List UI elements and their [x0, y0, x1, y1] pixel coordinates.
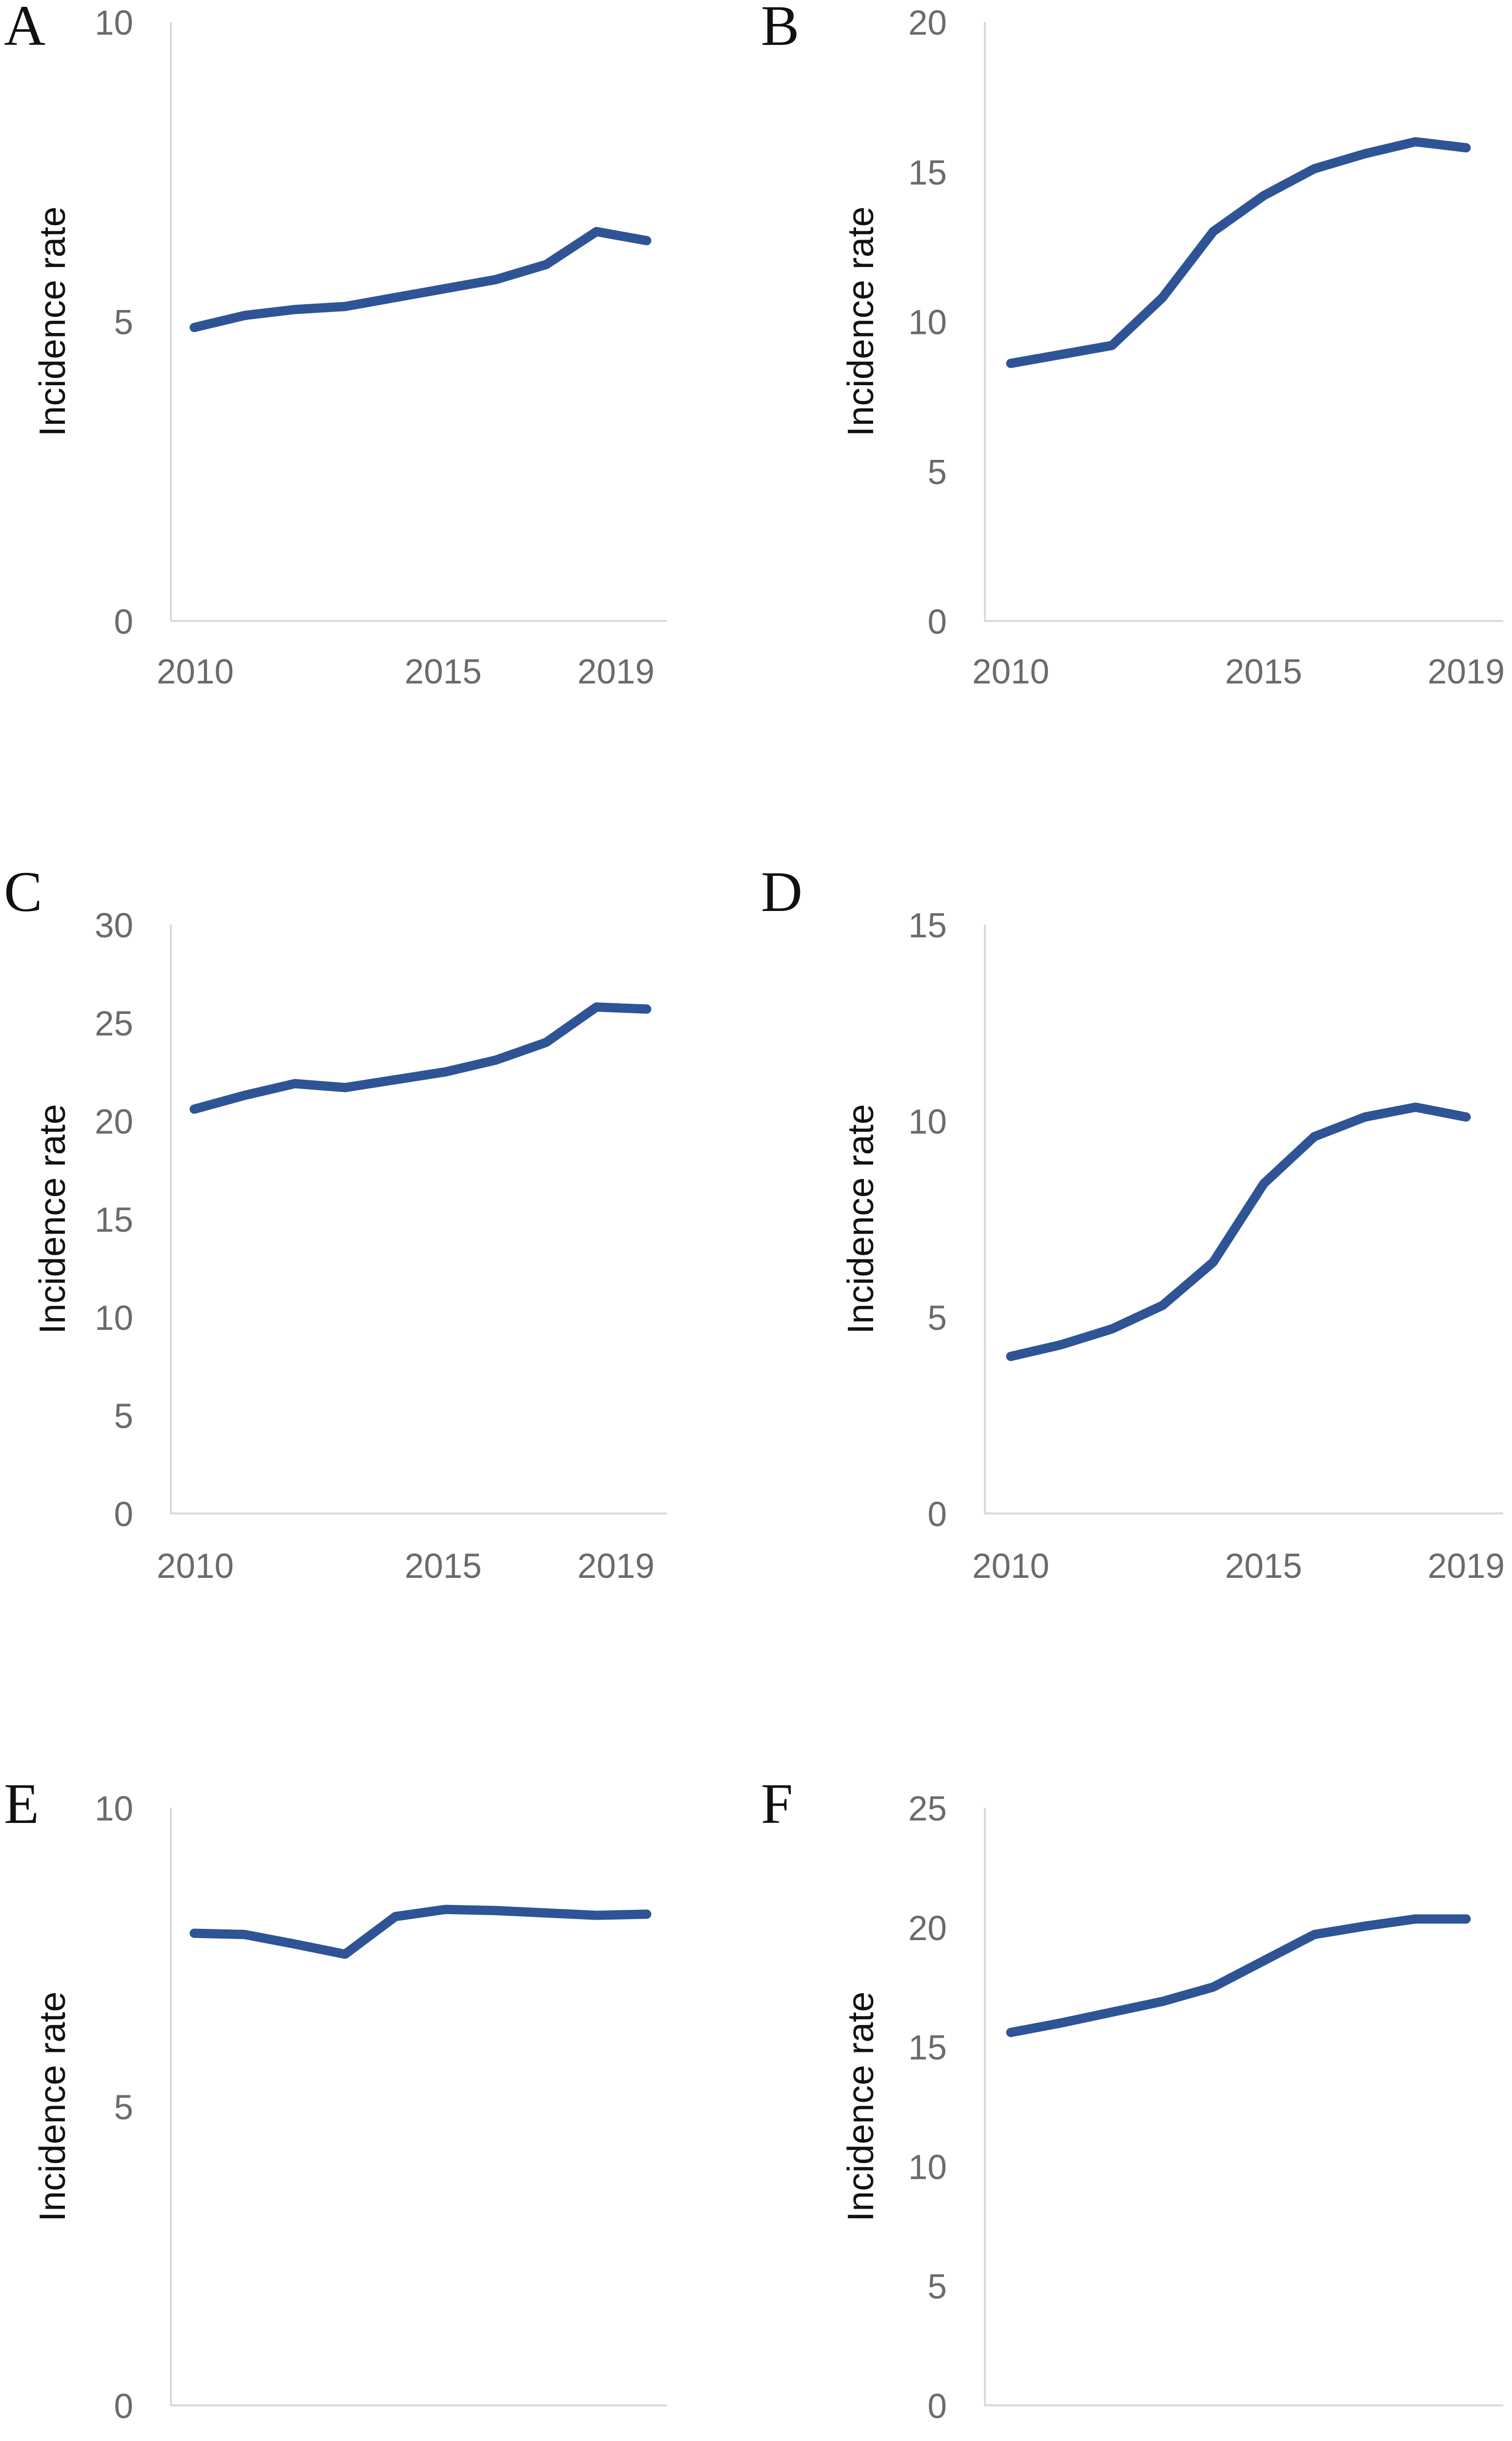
- x-tick-label: 2010: [157, 2439, 234, 2441]
- y-tick-label: 0: [114, 603, 134, 641]
- panel-label-f: F: [761, 1772, 793, 1836]
- y-tick-label: 15: [95, 1201, 133, 1240]
- y-tick-label: 10: [908, 304, 947, 342]
- x-tick-label: 2019: [1428, 653, 1505, 691]
- y-tick-label: 10: [908, 1103, 947, 1141]
- x-tick-label: 2019: [577, 1547, 654, 1586]
- x-tick-label: 2019: [577, 2439, 654, 2441]
- incidence-rate-line-b: [1006, 137, 1471, 368]
- panel-label-d: D: [761, 860, 802, 924]
- x-tick-label: 2015: [405, 653, 482, 691]
- panel-c: C 0 5 10 15 20 25 30 2010 2015 2019 Incidence rate: [4, 860, 667, 1586]
- y-tick-label: 10: [95, 4, 133, 42]
- x-tick-label: 2015: [405, 1547, 482, 1586]
- panel-label-a: A: [4, 0, 45, 58]
- panel-label-c: C: [4, 860, 42, 924]
- y-tick-label: 25: [95, 1005, 133, 1043]
- y-tick-label: 0: [114, 1495, 134, 1534]
- y-axis-title: Incidence rate: [840, 207, 881, 436]
- y-tick-label: 30: [95, 907, 133, 945]
- x-tick-label: 2015: [1225, 1547, 1302, 1586]
- y-tick-label: 15: [908, 154, 947, 192]
- y-tick-label: 0: [928, 603, 947, 641]
- y-axis-title: Incidence rate: [840, 1991, 881, 2221]
- y-axis-title: Incidence rate: [32, 1991, 73, 2221]
- panel-f: F 0 5 10 15 20 25 2010 2015 2019 Incidence rate: [761, 1772, 1505, 2441]
- y-tick-label: 10: [95, 1299, 133, 1338]
- y-tick-label: 0: [928, 2387, 947, 2426]
- y-tick-label: 10: [908, 2148, 947, 2187]
- y-tick-label: 5: [114, 2089, 134, 2127]
- incidence-rate-line-e: [189, 1904, 652, 1959]
- x-tick-label: 2010: [157, 1547, 234, 1586]
- panel-b: B 0 5 10 15 20 2010 2015 2019 Incidence rate: [761, 0, 1505, 691]
- y-tick-label: 25: [908, 1790, 947, 1828]
- y-tick-label: 10: [95, 1790, 133, 1828]
- y-tick-label: 5: [928, 1299, 947, 1338]
- y-tick-label: 20: [908, 1909, 947, 1948]
- y-tick-label: 20: [908, 4, 947, 42]
- y-tick-label: 5: [114, 304, 134, 342]
- x-tick-label: 2010: [972, 1547, 1049, 1586]
- incidence-rate-line-c: [189, 1002, 652, 1114]
- incidence-rate-line-d: [1006, 1102, 1471, 1361]
- x-tick-label: 2010: [972, 653, 1049, 691]
- y-tick-label: 20: [95, 1103, 133, 1141]
- x-tick-label: 2015: [1225, 2439, 1302, 2441]
- y-tick-label: 15: [908, 907, 947, 945]
- y-tick-label: 15: [908, 2029, 947, 2068]
- y-tick-label: 5: [928, 2268, 947, 2306]
- panel-d: D 0 5 10 15 2010 2015 2019 Incidence rate: [761, 860, 1505, 1586]
- x-tick-label: 2010: [972, 2439, 1049, 2441]
- panel-a: A 0 5 10 2010 2015 2019 Incidence rate: [4, 0, 667, 691]
- y-axis-title: Incidence rate: [840, 1104, 881, 1334]
- panel-e: E 0 5 10 2010 2015 2019 Incidence rate: [4, 1772, 667, 2441]
- x-tick-label: 2019: [1428, 1547, 1505, 1586]
- incidence-rate-line-a: [189, 227, 652, 332]
- y-axis-title: Incidence rate: [32, 1104, 73, 1334]
- x-tick-label: 2015: [1225, 653, 1302, 691]
- y-tick-label: 5: [928, 453, 947, 492]
- y-tick-label: 0: [114, 2387, 134, 2426]
- x-tick-label: 2019: [577, 653, 654, 691]
- y-tick-label: 0: [928, 1495, 947, 1534]
- x-tick-label: 2015: [405, 2439, 482, 2441]
- x-tick-label: 2019: [1428, 2439, 1505, 2441]
- panel-label-b: B: [761, 0, 799, 58]
- y-axis-title: Incidence rate: [32, 207, 73, 436]
- panel-label-e: E: [4, 1772, 39, 1836]
- incidence-rate-line-f: [1006, 1914, 1471, 2037]
- x-tick-label: 2010: [157, 653, 234, 691]
- y-tick-label: 5: [114, 1397, 134, 1436]
